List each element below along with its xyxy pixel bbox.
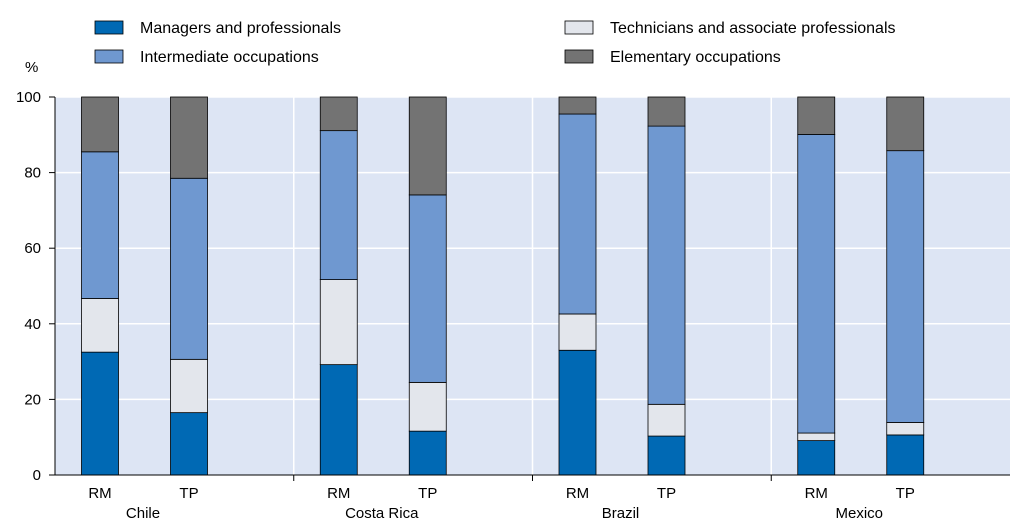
legend-label: Technicians and associate professionals xyxy=(610,20,896,37)
x-tick-label: RM xyxy=(805,485,828,502)
bar-segment xyxy=(647,435,686,476)
bar-segment xyxy=(319,96,358,132)
bar-segment xyxy=(170,96,208,179)
y-tick-label: 0 xyxy=(33,467,41,484)
bar-segment xyxy=(558,96,597,115)
bar-segment xyxy=(797,440,836,476)
legend-label: Managers and professionals xyxy=(140,20,341,37)
bar-segment xyxy=(81,96,119,153)
group-label: Brazil xyxy=(602,505,640,522)
axes xyxy=(49,96,1010,481)
x-tick-label: RM xyxy=(566,485,589,502)
group-label: Mexico xyxy=(835,505,883,522)
x-tick-label: RM xyxy=(88,485,111,502)
bar-segment xyxy=(408,96,447,196)
bar-segment xyxy=(319,364,358,476)
legend-swatch xyxy=(94,20,124,35)
bar-segment xyxy=(886,434,925,476)
y-tick-label: 100 xyxy=(16,89,41,106)
bar-segment xyxy=(647,96,686,127)
bar-segment xyxy=(408,381,447,432)
bar-segment xyxy=(797,96,836,135)
legend-swatch xyxy=(564,49,594,64)
legend-label: Intermediate occupations xyxy=(140,49,319,66)
x-tick-label: TP xyxy=(179,485,198,502)
x-tick-label: RM xyxy=(327,485,350,502)
bar-segment xyxy=(170,412,208,476)
axis-labels: 0 20 40 60 80 100 RM TP Chile RM TP Costa Rica RM TP B… xyxy=(16,89,915,522)
bar-segment xyxy=(81,151,119,299)
y-axis-unit-label: % xyxy=(25,59,38,76)
bar-segment xyxy=(558,349,597,476)
bar-segment xyxy=(408,194,447,383)
bar-segment xyxy=(647,403,686,437)
bar-segment xyxy=(797,432,836,442)
bar-segment xyxy=(886,96,925,152)
x-tick-label: TP xyxy=(418,485,437,502)
bar-segment xyxy=(81,351,119,476)
legend-label: Elementary occupations xyxy=(610,49,781,66)
y-tick-label: 20 xyxy=(24,391,41,408)
y-tick-label: 40 xyxy=(24,316,41,333)
bars xyxy=(81,96,925,476)
x-tick-label: TP xyxy=(896,485,915,502)
bar-segment xyxy=(886,150,925,423)
legend: Managers and professionals Technicians an… xyxy=(94,20,896,66)
bar-segment xyxy=(319,279,358,366)
bar-segment xyxy=(558,113,597,315)
bar-segment xyxy=(886,422,925,436)
y-tick-label: 60 xyxy=(24,240,41,257)
legend-swatch xyxy=(564,20,594,35)
y-tick-label: 80 xyxy=(24,165,41,182)
bar-segment xyxy=(408,430,447,476)
bar-segment xyxy=(647,125,686,405)
group-label: Costa Rica xyxy=(345,505,419,522)
x-tick-label: TP xyxy=(657,485,676,502)
group-label: Chile xyxy=(126,505,160,522)
bar-segment xyxy=(170,358,208,414)
bar-segment xyxy=(319,130,358,280)
bar-segment xyxy=(170,177,208,360)
legend-swatch xyxy=(94,49,124,64)
bar-segment xyxy=(81,298,119,353)
bar-segment xyxy=(797,134,836,434)
bar-segment xyxy=(558,313,597,351)
